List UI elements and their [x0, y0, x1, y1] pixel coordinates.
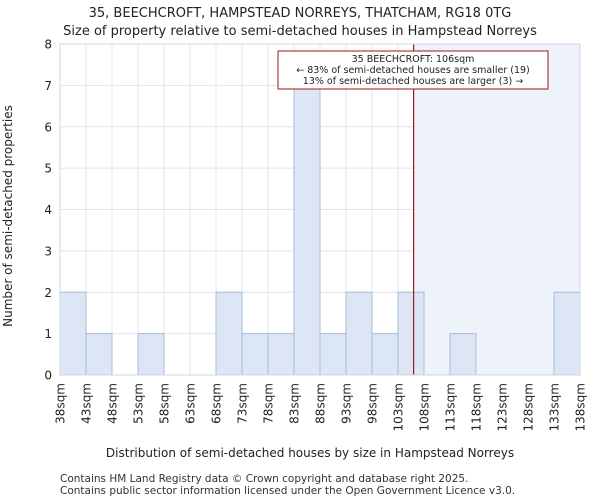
bar-83sqm [293, 84, 321, 376]
bar-98sqm [371, 333, 399, 376]
x-tick-label: 138sqm [574, 383, 588, 431]
x-tick-label: 113sqm [444, 383, 458, 431]
x-tick-label: 43sqm [80, 383, 94, 424]
bars [59, 84, 581, 376]
annotation-line2: ← 83% of semi-detached houses are smalle… [296, 65, 530, 76]
x-tick-label: 108sqm [418, 383, 432, 431]
y-tick-label: 1 [44, 327, 52, 341]
footer-copyright: Contains HM Land Registry data © Crown c… [60, 473, 469, 485]
y-tick-label: 0 [44, 369, 52, 383]
x-tick-label: 133sqm [548, 383, 562, 431]
x-tick-labels: 38sqm 43sqm 48sqm 53sqm 58sqm 63sqm 68sqm 73sqm… [54, 383, 588, 431]
footer-licence: Contains public sector information licen… [60, 485, 516, 497]
larger-properties-highlight [413, 44, 580, 375]
bar-133sqm [553, 291, 581, 376]
x-axis-label: Distribution of semi-detached houses by … [106, 446, 514, 460]
y-tick-labels: 0 1 2 3 4 5 6 7 8 [44, 38, 52, 383]
x-tick-label: 93sqm [340, 383, 354, 424]
x-tick-label: 88sqm [314, 383, 328, 424]
bar-73sqm [241, 333, 269, 376]
y-tick-label: 3 [44, 244, 52, 258]
y-tick-label: 2 [44, 286, 52, 300]
annotation-line3: 13% of semi-detached houses are larger (… [303, 76, 523, 87]
y-tick-label: 8 [44, 38, 52, 52]
x-tick-label: 63sqm [184, 383, 198, 424]
x-tick-label: 83sqm [288, 383, 302, 424]
x-tick-label: 118sqm [470, 383, 484, 431]
y-tick-label: 5 [44, 162, 52, 176]
x-tick-label: 128sqm [522, 383, 536, 431]
x-tick-label: 48sqm [106, 383, 120, 424]
annotation-line1: 35 BEECHCROFT: 106sqm [352, 54, 475, 65]
annotation-border [277, 50, 549, 90]
bar-113sqm [449, 333, 477, 376]
bar-68sqm [215, 291, 243, 376]
bar-53sqm [137, 333, 165, 376]
x-tick-label: 123sqm [496, 383, 510, 431]
y-tick-label: 4 [44, 203, 52, 217]
x-tick-label: 73sqm [236, 383, 250, 424]
chart-title-address: 35, BEECHCROFT, HAMPSTEAD NORREYS, THATC… [88, 6, 512, 21]
x-tick-label: 68sqm [210, 383, 224, 424]
y-axis-label: Number of semi-detached properties [1, 105, 15, 327]
x-tick-label: 103sqm [392, 383, 406, 431]
bar-78sqm [267, 333, 295, 376]
x-tick-label: 98sqm [366, 383, 380, 424]
x-tick-label: 78sqm [262, 383, 276, 424]
x-tick-label: 53sqm [132, 383, 146, 424]
bar-88sqm [319, 333, 347, 376]
plot-frame [59, 43, 581, 376]
annotation-box: 35 BEECHCROFT: 106sqm ← 83% of semi-deta… [277, 50, 549, 90]
y-tick-label: 6 [44, 120, 52, 134]
y-tick-label: 7 [44, 79, 52, 93]
bar-38sqm [59, 291, 87, 376]
chart-title: Size of property relative to semi-detach… [63, 24, 537, 39]
bar-103sqm [397, 291, 425, 376]
x-tick-label: 58sqm [158, 383, 172, 424]
bar-43sqm [85, 333, 113, 376]
bar-93sqm [345, 291, 373, 376]
x-tick-label: 38sqm [54, 383, 68, 424]
